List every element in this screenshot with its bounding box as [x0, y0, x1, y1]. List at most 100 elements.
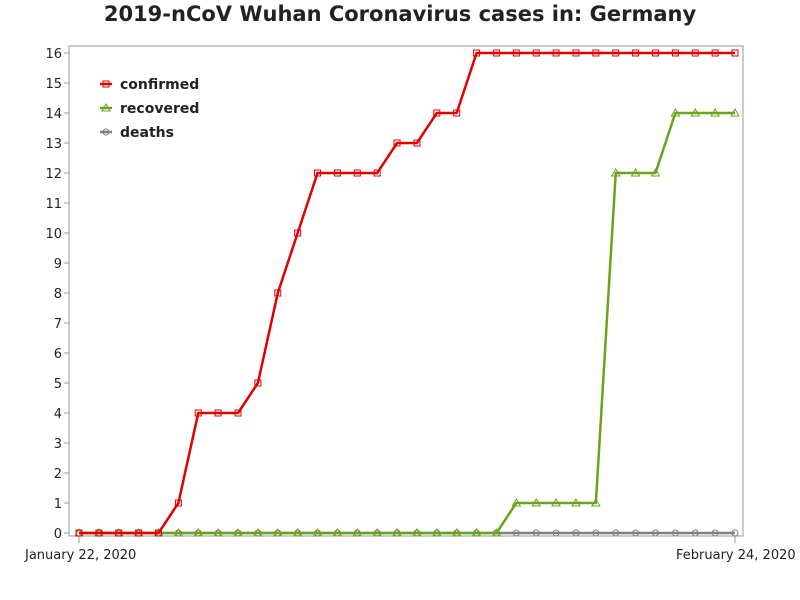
- confirmed-point: [135, 529, 143, 537]
- confirmed-point: [274, 289, 282, 297]
- recovered-point: [590, 497, 601, 507]
- plot-area: [68, 45, 744, 537]
- x-axis: [78, 536, 736, 543]
- legend-confirmed-marker: [102, 80, 110, 88]
- y-tick-label: 8: [54, 287, 62, 302]
- confirmed-point: [353, 169, 361, 177]
- y-tick-label: 0: [54, 527, 62, 542]
- confirmed-point: [333, 169, 341, 177]
- x-axis-end-label: February 24, 2020: [676, 548, 796, 563]
- confirmed-point: [214, 409, 222, 417]
- recovered-point: [690, 107, 701, 117]
- y-tick-label: 14: [45, 107, 62, 122]
- confirmed-point: [413, 139, 421, 147]
- confirmed-point: [155, 529, 163, 537]
- recovered-point: [312, 527, 323, 537]
- series-confirmed: [75, 49, 739, 537]
- recovered-point: [193, 527, 204, 537]
- legend-deaths-marker: [102, 128, 110, 136]
- confirmed-point: [691, 49, 699, 57]
- recovered-point: [471, 527, 482, 537]
- recovered-point: [173, 527, 184, 537]
- recovered-point: [392, 527, 402, 537]
- recovered-point: [352, 527, 363, 537]
- confirmed-point: [174, 499, 182, 507]
- deaths-point: [731, 529, 739, 537]
- confirmed-point: [532, 49, 540, 57]
- legend-recovered-marker: [101, 102, 111, 112]
- y-tick-label: 2: [54, 467, 62, 482]
- y-tick-label: 15: [45, 77, 62, 92]
- deaths-point: [651, 529, 659, 537]
- y-tick-label: 10: [45, 227, 62, 242]
- recovered-point: [571, 497, 581, 507]
- confirmed-point: [75, 529, 83, 537]
- confirmed-point: [592, 49, 600, 57]
- confirmed-point: [473, 49, 481, 57]
- y-tick-label: 3: [54, 437, 62, 452]
- recovered-point: [372, 527, 383, 537]
- recovered-point: [610, 167, 621, 177]
- y-tick-label: 5: [54, 377, 62, 392]
- deaths-point: [711, 529, 719, 537]
- confirmed-point: [453, 109, 461, 117]
- recovered-line: [79, 111, 735, 535]
- recovered-point: [431, 527, 442, 537]
- recovered-point: [670, 107, 681, 117]
- confirmed-point: [731, 49, 739, 57]
- recovered-point: [730, 107, 740, 117]
- confirmed-point: [512, 49, 520, 57]
- confirmed-point: [373, 169, 381, 177]
- series-layer: [74, 49, 740, 537]
- confirmed-line: [79, 51, 735, 535]
- y-tick-label: 16: [45, 47, 62, 62]
- deaths-point: [552, 529, 560, 537]
- recovered-point: [253, 527, 263, 537]
- y-tick-label: 7: [54, 317, 62, 332]
- recovered-point: [213, 527, 224, 537]
- confirmed-point: [612, 49, 620, 57]
- legend-deaths-label: deaths: [120, 125, 174, 141]
- deaths-point: [532, 529, 540, 537]
- confirmed-point: [651, 49, 659, 57]
- confirmed-point: [492, 49, 500, 57]
- x-axis-start-label: January 22, 2020: [25, 548, 137, 563]
- deaths-point: [612, 529, 620, 537]
- deaths-point: [691, 529, 699, 537]
- confirmed-point: [115, 529, 123, 537]
- y-tick-label: 4: [54, 407, 62, 422]
- confirmed-point: [95, 529, 103, 537]
- deaths-point: [512, 529, 520, 537]
- confirmed-point: [433, 109, 441, 117]
- confirmed-point: [314, 169, 322, 177]
- recovered-point: [531, 497, 542, 507]
- deaths-point: [572, 529, 580, 537]
- confirmed-point: [711, 49, 719, 57]
- recovered-point: [412, 527, 422, 537]
- y-tick-label: 9: [54, 257, 62, 272]
- legend-confirmed-label: confirmed: [120, 77, 199, 93]
- recovered-point: [332, 527, 343, 537]
- confirmed-point: [393, 139, 401, 147]
- recovered-point: [233, 527, 243, 537]
- y-tick-label: 1: [54, 497, 62, 512]
- recovered-point: [272, 527, 283, 537]
- confirmed-point: [254, 379, 262, 387]
- chart-title: 2019-nCoV Wuhan Coronavirus cases in: Ge…: [103, 2, 697, 26]
- recovered-point: [630, 167, 641, 177]
- confirmed-point: [234, 409, 242, 417]
- confirmed-point: [294, 229, 302, 237]
- recovered-point: [710, 107, 720, 117]
- legend-recovered-label: recovered: [120, 101, 199, 117]
- y-tick-label: 12: [45, 167, 62, 182]
- legend: confirmed recovered deaths: [100, 77, 199, 141]
- recovered-point: [511, 497, 522, 507]
- confirmed-point: [671, 49, 679, 57]
- confirmed-point: [552, 49, 560, 57]
- recovered-point: [292, 527, 303, 537]
- recovered-point: [451, 527, 462, 537]
- y-tick-label: 11: [45, 197, 62, 212]
- deaths-point: [592, 529, 600, 537]
- confirmed-point: [632, 49, 640, 57]
